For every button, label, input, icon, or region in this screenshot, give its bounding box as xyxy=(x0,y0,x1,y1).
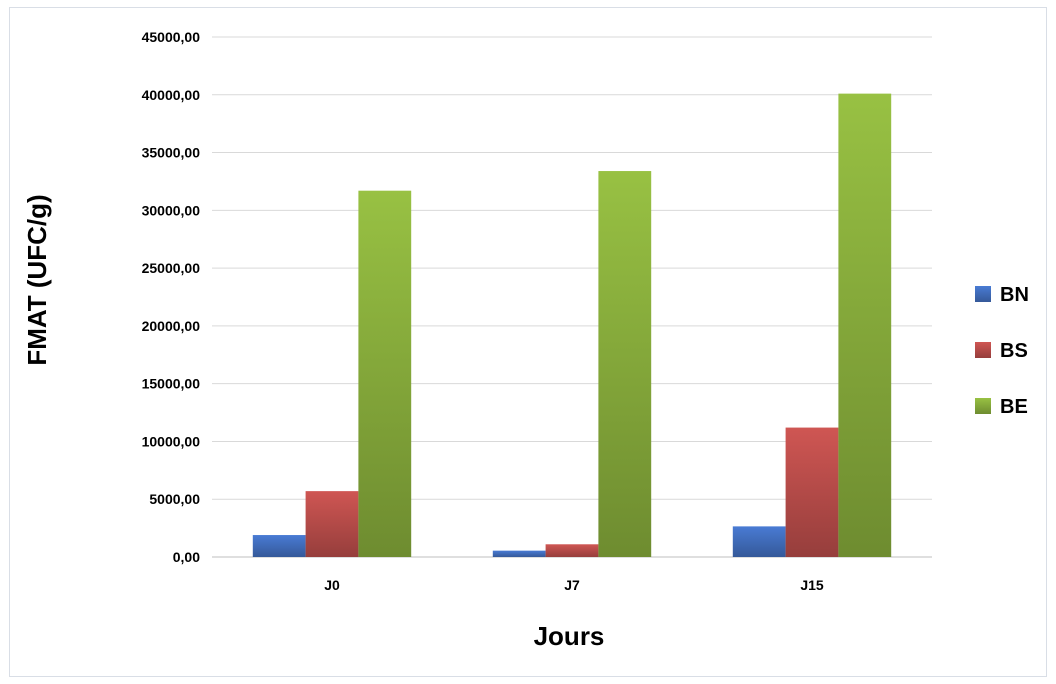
legend-swatch-be xyxy=(975,398,991,414)
x-axis-ticks: J0 J7 J15 xyxy=(324,577,824,593)
bar-bn-j7 xyxy=(492,550,546,557)
bar-be-j15 xyxy=(838,93,892,557)
legend-swatch-bn xyxy=(975,286,991,302)
y-tick-label: 20000,00 xyxy=(142,318,201,334)
bars xyxy=(252,93,892,558)
y-axis-title: FMAT (UFC/g) xyxy=(22,194,52,365)
y-tick-label: 40000,00 xyxy=(142,87,201,103)
legend-label-bs: BS xyxy=(1000,340,1028,362)
x-tick-label: J7 xyxy=(564,577,580,593)
y-tick-label: 0,00 xyxy=(173,549,200,565)
legend-swatch-bs xyxy=(975,342,991,358)
x-tick-label: J15 xyxy=(800,577,824,593)
y-tick-label: 10000,00 xyxy=(142,433,201,449)
legend-label-bn: BN xyxy=(1000,284,1029,306)
bar-bn-j15 xyxy=(732,526,786,557)
x-axis-title: Jours xyxy=(534,621,605,651)
y-tick-label: 25000,00 xyxy=(142,260,201,276)
y-tick-label: 30000,00 xyxy=(142,202,201,218)
legend: BN BS BE xyxy=(975,284,1029,418)
bar-bs-j15 xyxy=(785,427,839,557)
bar-be-j7 xyxy=(598,171,652,558)
x-tick-label: J0 xyxy=(324,577,340,593)
y-tick-label: 15000,00 xyxy=(142,376,201,392)
bar-be-j0 xyxy=(358,190,412,557)
y-tick-label: 35000,00 xyxy=(142,145,201,161)
bar-bs-j7 xyxy=(545,544,599,557)
legend-label-be: BE xyxy=(1000,396,1028,418)
bar-bs-j0 xyxy=(305,491,359,557)
y-tick-label: 5000,00 xyxy=(149,491,200,507)
y-axis-ticks: 0,00 5000,00 10000,00 15000,00 20000,00 25000… xyxy=(142,29,201,565)
y-tick-label: 45000,00 xyxy=(142,29,201,45)
bar-bn-j0 xyxy=(252,535,306,557)
